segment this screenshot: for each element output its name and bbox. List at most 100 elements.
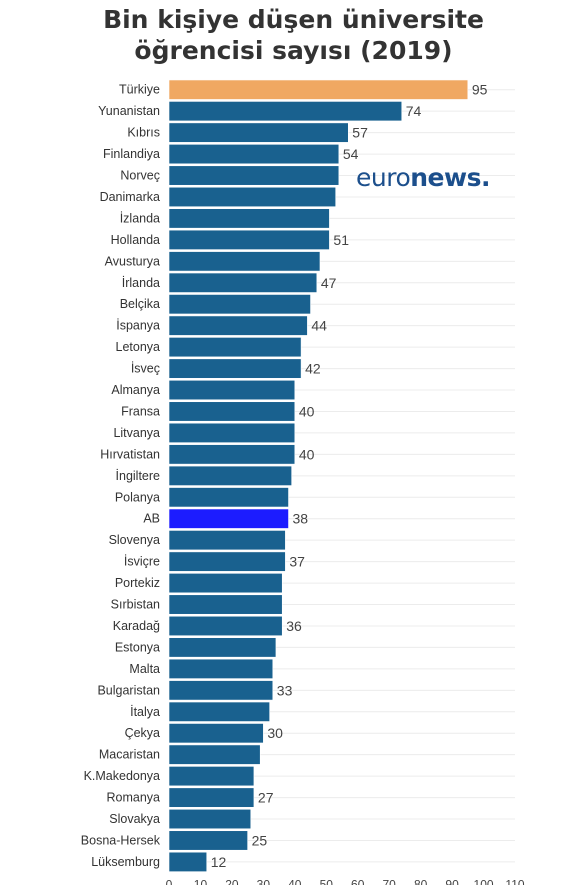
bar [168,701,270,722]
logo-text-bold: news. [410,163,490,192]
bar [168,787,255,808]
bar [168,594,283,615]
category-label: Lüksemburg [91,855,160,869]
category-label: Bulgaristan [97,683,160,697]
x-tick-label: 0 [166,878,173,885]
bar [168,186,337,208]
x-tick-label: 70 [383,878,397,885]
category-label: Slovenya [109,533,160,547]
bar [168,573,283,594]
category-label: İsviçre [124,555,160,569]
bar [168,122,349,143]
category-label: Norveç [120,169,160,183]
category-label: Fransa [121,404,160,418]
category-label: Macaristan [99,748,160,762]
category-label: Romanya [107,791,161,805]
bar [168,658,274,679]
bar [168,165,340,186]
chart-title-line-2: öğrencisi sayısı (2019) [134,36,453,65]
category-label: Belçika [120,297,160,311]
category-label: İzlanda [120,211,160,225]
category-label: İsveç [131,362,160,376]
bar [168,808,252,830]
category-label: Portekiz [115,576,160,590]
bar [168,315,308,336]
category-label: Kıbrıs [127,126,160,140]
value-label: 37 [289,554,305,570]
bar [168,379,296,401]
x-tick-label: 110 [505,878,524,885]
value-label: 30 [267,725,283,741]
category-label: AB [143,512,160,526]
x-tick-label: 30 [257,878,271,885]
category-label: Polanya [115,490,160,504]
x-tick-label: 20 [225,878,239,885]
category-label: Danimarka [100,190,160,204]
category-label: İtalya [130,705,160,719]
x-tick-label: 90 [445,878,459,885]
bar [168,465,292,486]
bar [168,272,318,293]
x-tick-label: 100 [474,878,494,885]
value-labels: 95 74 57 54 51 47 44 42 40 40 38 37 36 33 30 27 25 12 [211,82,488,870]
bar [168,101,403,122]
bar [168,680,274,701]
bar [168,422,296,443]
category-label: Malta [129,662,160,676]
x-tick-label: 80 [414,878,428,885]
chart-title-line-1: Bin kişiye düşen üniversite [103,5,484,34]
value-label: 47 [321,275,337,291]
bar [168,337,302,358]
category-label: K.Makedonya [84,769,160,783]
category-label: Estonya [115,640,160,654]
bar [168,294,311,315]
bar [168,830,248,851]
category-label: Avusturya [105,254,160,268]
value-label: 36 [286,618,302,634]
bar [168,401,296,422]
category-label: Finlandiya [103,147,160,161]
value-label: 38 [293,511,309,527]
bars [168,79,469,872]
value-label: 74 [406,103,422,119]
category-label: Karadağ [113,619,160,633]
value-label: 40 [299,446,315,462]
value-label: 12 [211,854,227,870]
category-label: Hırvatistan [100,447,160,461]
category-label: Sırbistan [111,598,160,612]
x-tick-label: 40 [288,878,302,885]
bar [168,766,255,787]
x-tick-label: 50 [320,878,334,885]
bar [168,358,302,379]
value-label: 40 [299,403,315,419]
bar [168,723,264,744]
category-labels: Türkiye Yunanistan Kıbrıs Finlandiya Norveç D… [81,83,161,869]
bar [168,508,289,529]
category-label: Slovakya [109,812,160,826]
x-tick-label: 60 [351,878,365,885]
value-label: 95 [472,82,488,98]
value-label: 27 [258,790,274,806]
value-label: 51 [333,232,349,248]
bar [168,229,330,250]
value-label: 42 [305,361,321,377]
bar [168,79,469,100]
bar [168,744,261,765]
x-tick-label: 10 [194,878,208,885]
x-axis-ticks: 0 10 20 30 40 50 60 70 80 90 100 110 [166,878,525,885]
euronews-logo: euronews. [356,163,490,192]
category-label: Litvanya [113,426,160,440]
category-label: Çekya [125,726,160,740]
chart-title: Bin kişiye düşen üniversite öğrencisi sa… [0,4,587,66]
category-label: İngiltere [116,469,161,483]
category-label: Almanya [111,383,160,397]
category-label: Letonya [116,340,161,354]
value-label: 33 [277,682,293,698]
logo-text-light: euro [356,163,411,192]
bar [168,251,321,272]
bar [168,487,289,508]
category-label: İrlanda [122,276,160,290]
bar [168,851,208,872]
bar [168,444,296,465]
value-label: 44 [311,318,327,334]
